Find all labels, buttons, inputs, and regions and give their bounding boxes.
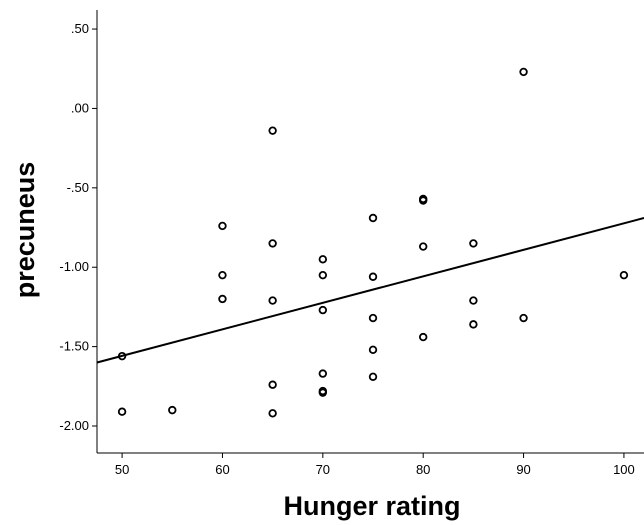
- data-point: [117, 407, 127, 416]
- data-point: [218, 270, 227, 280]
- data-point: [318, 270, 328, 280]
- fit-line: [96, 217, 644, 364]
- data-point: [318, 255, 328, 264]
- data-point: [469, 239, 478, 248]
- x-tick-label: 70: [316, 462, 330, 477]
- data-point: [218, 221, 227, 231]
- data-point: [519, 67, 528, 77]
- y-axis-title: precuneus: [10, 162, 40, 299]
- x-tick-label: 50: [115, 462, 129, 477]
- data-point: [519, 313, 528, 323]
- x-tick-label: 80: [416, 462, 430, 477]
- data-point: [368, 213, 378, 223]
- data-point: [368, 313, 378, 323]
- data-point: [168, 405, 177, 415]
- x-axis: 50 60 70 80 90 100: [97, 452, 644, 477]
- data-point: [418, 196, 428, 205]
- y-axis: .50 .00 -.50 -1.00 -1.50 -2.00: [59, 10, 98, 453]
- y-tick-label: -1.50: [59, 339, 89, 354]
- x-tick-label: 60: [215, 462, 229, 477]
- data-point: [268, 380, 277, 389]
- data-point: [619, 270, 629, 280]
- data-point: [268, 296, 277, 305]
- x-tick-label: 100: [613, 462, 635, 477]
- data-point: [368, 345, 378, 354]
- y-tick-label: .00: [71, 100, 89, 115]
- x-tick-label: 90: [516, 462, 530, 477]
- data-point: [469, 320, 478, 329]
- data-point: [268, 409, 277, 418]
- data-point: [218, 294, 227, 304]
- data-point: [418, 332, 428, 342]
- data-point: [318, 369, 328, 378]
- x-axis-title: Hunger rating: [283, 491, 460, 521]
- y-tick-label: -2.00: [59, 418, 89, 433]
- y-tick-label: -.50: [67, 180, 89, 195]
- data-point: [368, 372, 378, 381]
- y-ticks: .50 .00 -.50 -1.00 -1.50 -2.00: [59, 21, 97, 433]
- data-point: [368, 272, 378, 281]
- data-point: [268, 126, 277, 135]
- data-point: [318, 305, 328, 315]
- data-point: [318, 388, 328, 397]
- data-point: [117, 351, 127, 361]
- y-tick-label: .50: [71, 21, 89, 36]
- y-tick-label: -1.00: [59, 259, 89, 274]
- x-ticks: 50 60 70 80 90 100: [115, 453, 635, 477]
- data-point: [418, 242, 428, 251]
- data-point: [268, 239, 277, 248]
- data-point: [469, 296, 478, 305]
- data-points: [117, 67, 629, 418]
